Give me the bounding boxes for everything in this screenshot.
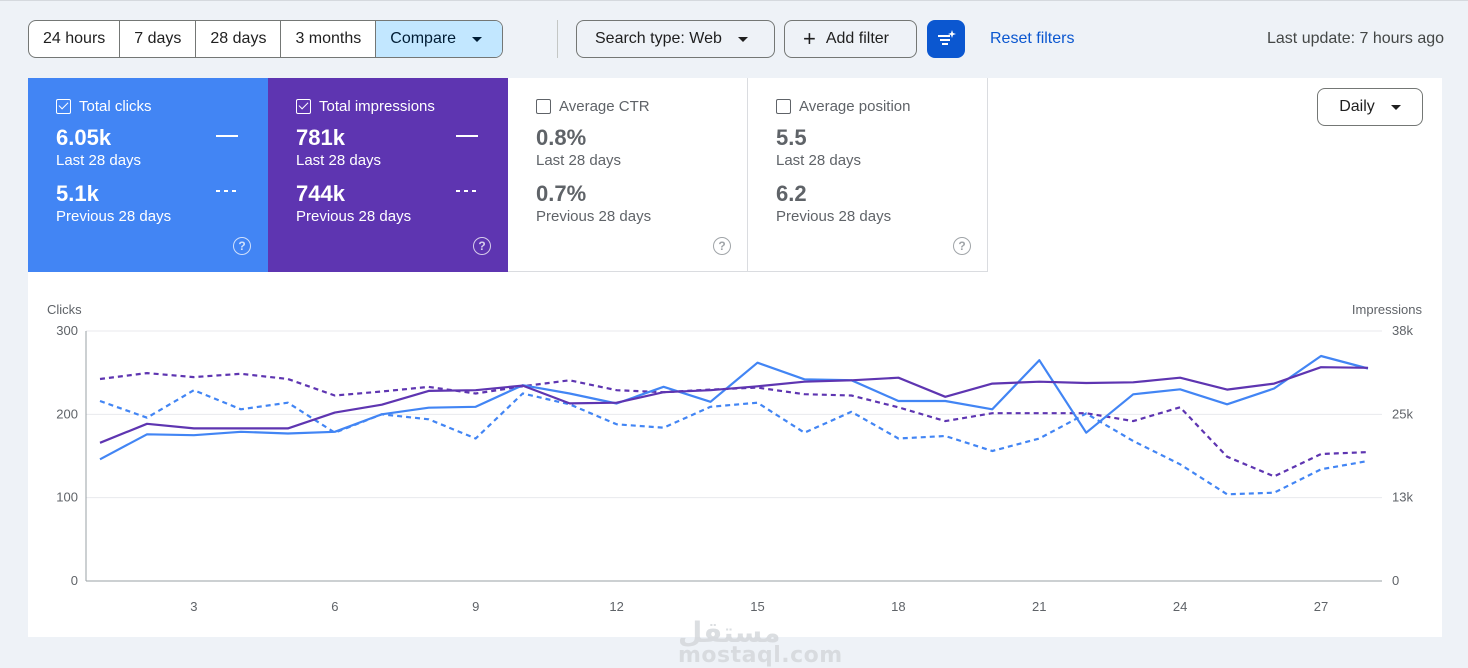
granularity-label: Daily — [1339, 98, 1375, 115]
solid-line-legend-icon — [216, 135, 238, 137]
metric-card-total-clicks[interactable]: Total clicks 6.05k Last 28 days 5.1k Pre… — [28, 78, 268, 272]
y-left-tick-label: 300 — [56, 323, 78, 338]
solid-line-legend-icon — [456, 135, 478, 137]
last-update-text: Last update: 7 hours ago — [1267, 30, 1445, 47]
metric-previous-value: 0.7% — [536, 181, 587, 206]
caret-down-icon — [737, 36, 748, 42]
caret-down-icon — [472, 36, 483, 42]
metric-current-value: 781k — [296, 125, 345, 150]
metric-current-period: Last 28 days — [56, 152, 142, 169]
series-line-impressions-last — [99, 366, 1369, 444]
checkbox-checked-icon[interactable] — [296, 98, 311, 114]
metric-current-period: Last 28 days — [296, 152, 382, 169]
checkbox-unchecked-icon[interactable] — [536, 98, 551, 114]
y-left-tick-label: 0 — [71, 573, 78, 588]
x-tick-label: 18 — [891, 599, 905, 614]
y-left-axis-title: Clicks — [47, 302, 82, 317]
y-left-tick-label: 100 — [56, 490, 78, 505]
metric-previous-value: 5.1k — [56, 181, 99, 206]
date-range-selector: 24 hours 7 days 28 days 3 months Compare — [28, 20, 504, 58]
y-left-tick-label: 200 — [56, 406, 78, 421]
checkbox-checked-icon[interactable] — [56, 98, 71, 114]
filter-separator — [557, 20, 558, 58]
metric-current-period: Last 28 days — [536, 152, 622, 169]
range-24-hours[interactable]: 24 hours — [29, 21, 121, 57]
metric-label: Average CTR — [559, 97, 650, 115]
filter-suggest-button[interactable] — [927, 20, 965, 58]
compare-label: Compare — [390, 30, 457, 47]
dashed-line-legend-icon — [216, 190, 238, 192]
series-line-clicks-previous — [99, 389, 1369, 496]
x-tick-label: 12 — [609, 599, 623, 614]
y-right-axis-title: Impressions — [1352, 302, 1423, 317]
range-28-days[interactable]: 28 days — [196, 21, 282, 57]
y-right-tick-label: 0 — [1392, 573, 1399, 588]
plus-icon: + — [803, 26, 816, 51]
search-type-label: Search type: Web — [595, 30, 722, 47]
metric-card-average-position[interactable]: Average position 5.5 Last 28 days 6.2 Pr… — [748, 78, 988, 272]
metric-label: Total impressions — [319, 97, 435, 115]
metric-label: Average position — [799, 97, 911, 115]
performance-panel: Total clicks 6.05k Last 28 days 5.1k Pre… — [28, 78, 1442, 668]
help-icon[interactable]: ? — [233, 237, 251, 255]
performance-chart: 0 100 200 300 0 13k 25k 38k Clicks Impressions 3 6 9… — [47, 302, 1423, 614]
metric-card-average-ctr[interactable]: Average CTR 0.8% Last 28 days 0.7% Previ… — [508, 78, 748, 272]
help-icon[interactable]: ? — [953, 237, 971, 255]
help-icon[interactable]: ? — [713, 237, 731, 255]
metric-previous-period: Previous 28 days — [56, 208, 172, 225]
y-right-tick-label: 13k — [1392, 490, 1413, 505]
metric-current-period: Last 28 days — [776, 152, 862, 169]
metric-card-total-impressions[interactable]: Total impressions 781k Last 28 days 744k… — [268, 78, 508, 272]
metric-previous-period: Previous 28 days — [296, 208, 412, 225]
metric-label: Total clicks — [79, 97, 152, 115]
range-7-days[interactable]: 7 days — [120, 21, 197, 57]
x-tick-label: 9 — [472, 599, 479, 614]
compare-dropdown[interactable]: Compare — [376, 21, 503, 57]
metric-current-value: 0.8% — [536, 125, 587, 150]
x-tick-label: 21 — [1032, 599, 1046, 614]
metric-previous-value: 6.2 — [776, 181, 807, 206]
top-divider — [0, 0, 1468, 1]
y-right-tick-label: 25k — [1392, 406, 1413, 421]
y-right-tick-label: 38k — [1392, 323, 1413, 338]
x-tick-label: 3 — [190, 599, 197, 614]
range-3-months[interactable]: 3 months — [281, 21, 377, 57]
checkbox-unchecked-icon[interactable] — [776, 98, 791, 114]
add-filter-button[interactable]: + Add filter — [784, 20, 917, 58]
granularity-dropdown[interactable]: Daily — [1317, 88, 1423, 126]
reset-filters-link[interactable]: Reset filters — [990, 30, 1075, 47]
watermark-latin: mostaql.com — [678, 643, 843, 668]
metric-previous-period: Previous 28 days — [536, 208, 652, 225]
x-tick-label: 6 — [331, 599, 338, 614]
metric-current-value: 6.05k — [56, 125, 112, 150]
metric-previous-period: Previous 28 days — [776, 208, 892, 225]
caret-down-icon — [1390, 104, 1401, 110]
metric-previous-value: 744k — [296, 181, 345, 206]
x-tick-label: 24 — [1173, 599, 1187, 614]
x-tick-label: 27 — [1314, 599, 1328, 614]
sparkle-filter-icon — [938, 30, 956, 45]
dashed-line-legend-icon — [456, 190, 478, 192]
watermark: مستقل mostaql.com — [678, 616, 843, 668]
help-icon[interactable]: ? — [473, 237, 491, 255]
add-filter-label: Add filter — [825, 30, 889, 47]
x-tick-label: 15 — [750, 599, 764, 614]
search-type-dropdown[interactable]: Search type: Web — [576, 20, 775, 58]
metric-current-value: 5.5 — [776, 125, 807, 150]
series-line-clicks-last — [99, 354, 1369, 461]
